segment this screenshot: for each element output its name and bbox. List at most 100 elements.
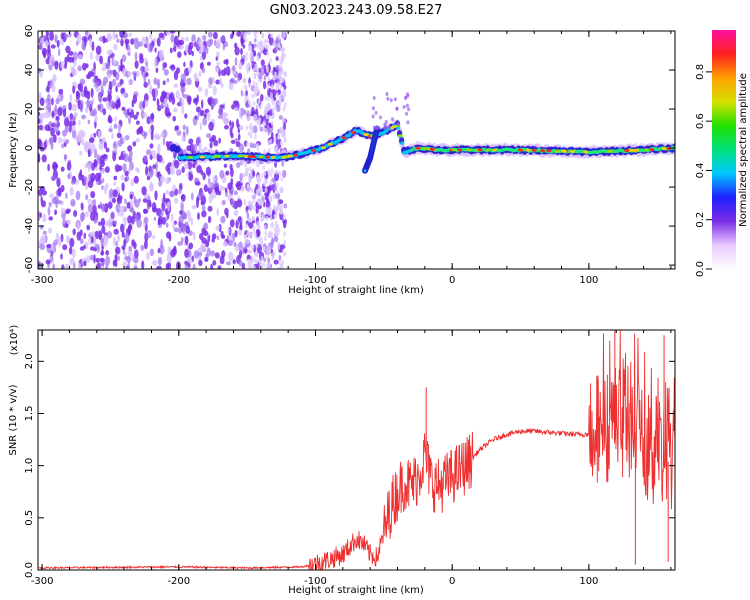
noise-blob <box>196 164 202 174</box>
noise-blob <box>117 123 121 133</box>
noise-blob <box>172 115 176 122</box>
noise-blob <box>47 163 50 172</box>
noise-blob <box>155 161 158 172</box>
noise-blob <box>90 172 96 182</box>
noise-blob <box>143 208 147 214</box>
noise-blob <box>119 208 124 218</box>
noise-haze <box>253 31 257 35</box>
noise-haze <box>244 85 248 91</box>
noise-blob <box>212 175 216 184</box>
noise-blob <box>117 97 121 107</box>
noise-blob <box>166 112 172 117</box>
snr-series-line <box>38 330 675 570</box>
noise-blob <box>220 36 226 42</box>
noise-blob <box>54 60 59 70</box>
noise-blob <box>95 86 101 93</box>
noise-blob <box>146 41 150 50</box>
noise-blob <box>145 61 149 68</box>
noise-haze <box>255 242 259 248</box>
noise-blob <box>71 103 78 112</box>
noise-blob <box>203 222 209 230</box>
noise-blob <box>122 163 127 173</box>
noise-blob <box>241 262 246 269</box>
noise-haze <box>275 92 279 98</box>
noise-haze <box>263 170 267 176</box>
noise-blob <box>215 39 221 49</box>
noise-haze <box>274 220 278 226</box>
ridge-stray <box>389 98 393 103</box>
ridge-hotspot <box>477 148 483 152</box>
noise-blob <box>39 212 42 218</box>
noise-blob <box>164 198 170 203</box>
ridge-hotspot <box>546 149 552 153</box>
noise-blob <box>50 175 56 181</box>
noise-blob <box>214 187 219 193</box>
noise-blob <box>215 79 221 85</box>
ridge-stray <box>375 125 379 130</box>
noise-blob <box>85 194 89 201</box>
ridge-hotspot <box>415 146 421 150</box>
ridge-hotspot <box>457 148 463 152</box>
ridge-hotspot <box>644 148 650 152</box>
noise-blob <box>149 143 154 149</box>
y-tick-label: 0.5 <box>24 510 35 526</box>
noise-blob <box>174 188 178 196</box>
noise-blob <box>87 164 91 172</box>
noise-blob <box>178 182 183 191</box>
noise-blob <box>168 94 172 103</box>
noise-blob <box>156 78 160 86</box>
noise-blob <box>179 97 182 106</box>
noise-blob <box>116 38 120 43</box>
noise-blob <box>217 265 221 269</box>
noise-blob <box>207 205 213 212</box>
noise-blob <box>43 141 47 150</box>
noise-blob <box>146 205 150 210</box>
noise-haze <box>268 195 272 201</box>
ridge-stray <box>405 111 408 116</box>
noise-blob <box>65 235 70 244</box>
ridge-stray <box>396 122 400 126</box>
noise-blob <box>253 72 257 80</box>
noise-blob <box>78 119 81 126</box>
noise-blob <box>195 181 201 186</box>
x-tick-label: 0 <box>449 275 455 286</box>
noise-haze <box>277 42 281 48</box>
ridge-stray <box>379 115 382 120</box>
noise-blob <box>262 80 267 90</box>
noise-haze <box>262 262 266 268</box>
noise-blob <box>256 229 261 238</box>
noise-blob <box>199 192 205 198</box>
noise-blob <box>263 39 270 44</box>
noise-blob <box>72 85 76 94</box>
noise-haze <box>283 102 287 108</box>
ridge-hotspot <box>451 148 457 152</box>
noise-blob <box>173 83 179 88</box>
noise-blob <box>71 248 76 259</box>
noise-blob <box>89 254 94 261</box>
noise-blob <box>165 177 170 185</box>
noise-haze <box>283 132 287 138</box>
noise-blob <box>260 59 265 66</box>
ridge-stray <box>393 97 397 102</box>
noise-blob <box>142 198 148 203</box>
noise-blob <box>173 160 180 169</box>
noise-blob <box>61 264 65 269</box>
ridge-stray <box>371 106 375 111</box>
noise-blob <box>149 33 153 40</box>
noise-blob <box>144 99 149 108</box>
noise-blob <box>231 198 235 208</box>
noise-blob <box>136 168 140 174</box>
noise-blob <box>108 188 114 198</box>
ridge-mid <box>396 126 401 130</box>
noise-blob <box>83 232 87 239</box>
noise-haze <box>248 200 251 206</box>
noise-blob <box>186 210 191 216</box>
noise-blob <box>143 93 149 103</box>
noise-haze <box>273 213 277 219</box>
noise-blob <box>109 49 113 55</box>
noise-haze <box>275 169 278 175</box>
noise-haze <box>259 186 263 192</box>
noise-blob <box>87 198 92 205</box>
noise-blob <box>62 108 67 118</box>
